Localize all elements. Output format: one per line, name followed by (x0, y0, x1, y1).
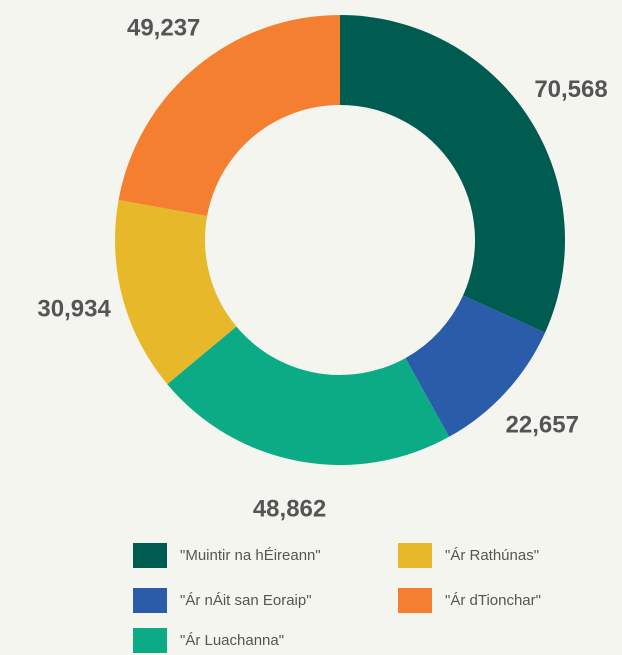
slice (167, 326, 450, 465)
legend-swatch (398, 588, 432, 613)
legend-label: "Ár dTionchar" (445, 592, 541, 609)
legend-swatch (133, 588, 167, 613)
legend-swatch (133, 543, 167, 568)
legend-label: "Ár nÁit san Eoraip" (180, 592, 312, 609)
legend-swatch (133, 628, 167, 653)
value-label: 48,862 (253, 496, 326, 523)
legend-swatch (398, 543, 432, 568)
legend-label: "Ár Rathúnas" (445, 547, 539, 564)
value-label: 22,657 (506, 412, 579, 439)
slice (405, 295, 546, 437)
value-label: 70,568 (534, 76, 607, 103)
value-label: 30,934 (37, 296, 111, 323)
slice (118, 14, 340, 216)
legend-label: "Muintir na hÉireann" (180, 547, 321, 564)
legend-label: "Ár Luachanna" (180, 632, 284, 649)
slice (340, 15, 566, 333)
slice (115, 199, 237, 385)
value-label: 49,237 (127, 14, 200, 41)
